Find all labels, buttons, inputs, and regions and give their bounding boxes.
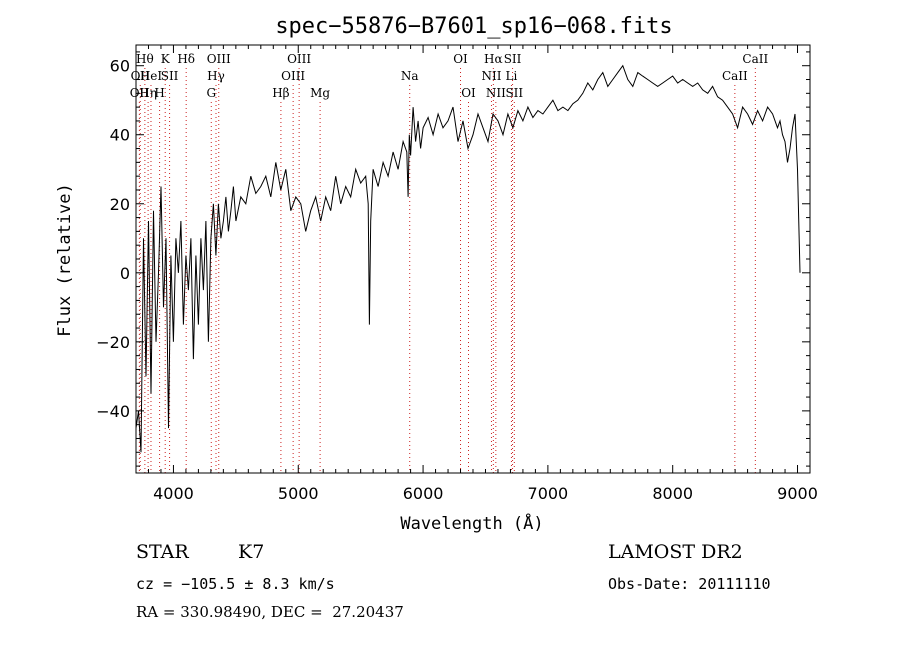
emission-line-label: OII bbox=[130, 86, 150, 100]
emission-line-label: Hβ bbox=[272, 86, 289, 100]
emission-line-label: Hθ bbox=[136, 52, 154, 66]
axis-ticks: 4000 5000 6000 7000 8000 9000 −40 −20 0 20 40 60 bbox=[96, 45, 818, 503]
emission-line-label: Hγ bbox=[207, 69, 225, 83]
emission-line-label: H bbox=[154, 86, 164, 100]
plot-frame bbox=[135, 44, 811, 474]
y-tick-label: 60 bbox=[110, 57, 130, 76]
emission-line-label: Hη bbox=[139, 86, 157, 100]
emission-line-label: OIII bbox=[287, 52, 311, 66]
object-class: STAR bbox=[136, 541, 189, 563]
emission-line-label: NII bbox=[486, 86, 506, 100]
emission-line-label: NII bbox=[481, 69, 501, 83]
emission-line-label: OIII bbox=[207, 52, 231, 66]
x-tick-label: 7000 bbox=[528, 484, 569, 503]
observation-date: Obs-Date: 20111110 bbox=[608, 575, 771, 593]
emission-line-label: Hδ bbox=[177, 52, 195, 66]
x-tick-label: 8000 bbox=[652, 484, 693, 503]
object-subclass: K7 bbox=[238, 541, 265, 563]
x-tick-label: 6000 bbox=[403, 484, 444, 503]
y-tick-label: −20 bbox=[96, 333, 130, 352]
emission-line-label: CaII bbox=[742, 52, 768, 66]
emission-line-label: OI bbox=[461, 86, 476, 100]
emission-line-label: SII bbox=[161, 69, 179, 83]
emission-line-labels: OII OII Hθ Hη HeI H K SII Hδ G Hγ OIII Hβ OIII OIII Mg N… bbox=[130, 52, 769, 100]
x-axis-label: Wavelength (Å) bbox=[400, 512, 543, 534]
y-tick-label: 40 bbox=[110, 126, 130, 145]
x-tick-label: 4000 bbox=[153, 484, 194, 503]
redshift-velocity: cz = −105.5 ± 8.3 km/s bbox=[136, 575, 335, 593]
emission-line-label: Mg bbox=[310, 86, 330, 100]
emission-line-markers bbox=[138, 68, 756, 473]
emission-line-label: Li bbox=[506, 69, 518, 83]
coordinates: RA = 330.98490, DEC = 27.20437 bbox=[136, 603, 404, 621]
spectrum-line bbox=[135, 64, 801, 453]
chart-title: spec−55876−B7601_sp16−068.fits bbox=[275, 14, 672, 39]
emission-line-label: Hα bbox=[484, 52, 503, 66]
x-tick-label: 5000 bbox=[278, 484, 319, 503]
y-tick-label: 0 bbox=[120, 264, 130, 283]
emission-line-label: HeI bbox=[140, 69, 163, 83]
x-tick-label: 9000 bbox=[777, 484, 818, 503]
emission-line-label: K bbox=[161, 52, 171, 66]
emission-line-label: Na bbox=[401, 69, 419, 83]
emission-line-label: G bbox=[206, 86, 216, 100]
emission-line-label: CaII bbox=[722, 69, 748, 83]
y-tick-label: −40 bbox=[96, 402, 130, 421]
emission-line-label: OII bbox=[131, 69, 151, 83]
emission-line-label: SII bbox=[504, 52, 522, 66]
emission-line-label: OIII bbox=[281, 69, 305, 83]
emission-line-label: SII bbox=[505, 86, 523, 100]
survey-name: LAMOST DR2 bbox=[608, 541, 743, 563]
emission-line-label: OI bbox=[453, 52, 468, 66]
y-axis-label: Flux (relative) bbox=[55, 183, 75, 337]
y-tick-label: 20 bbox=[110, 195, 130, 214]
